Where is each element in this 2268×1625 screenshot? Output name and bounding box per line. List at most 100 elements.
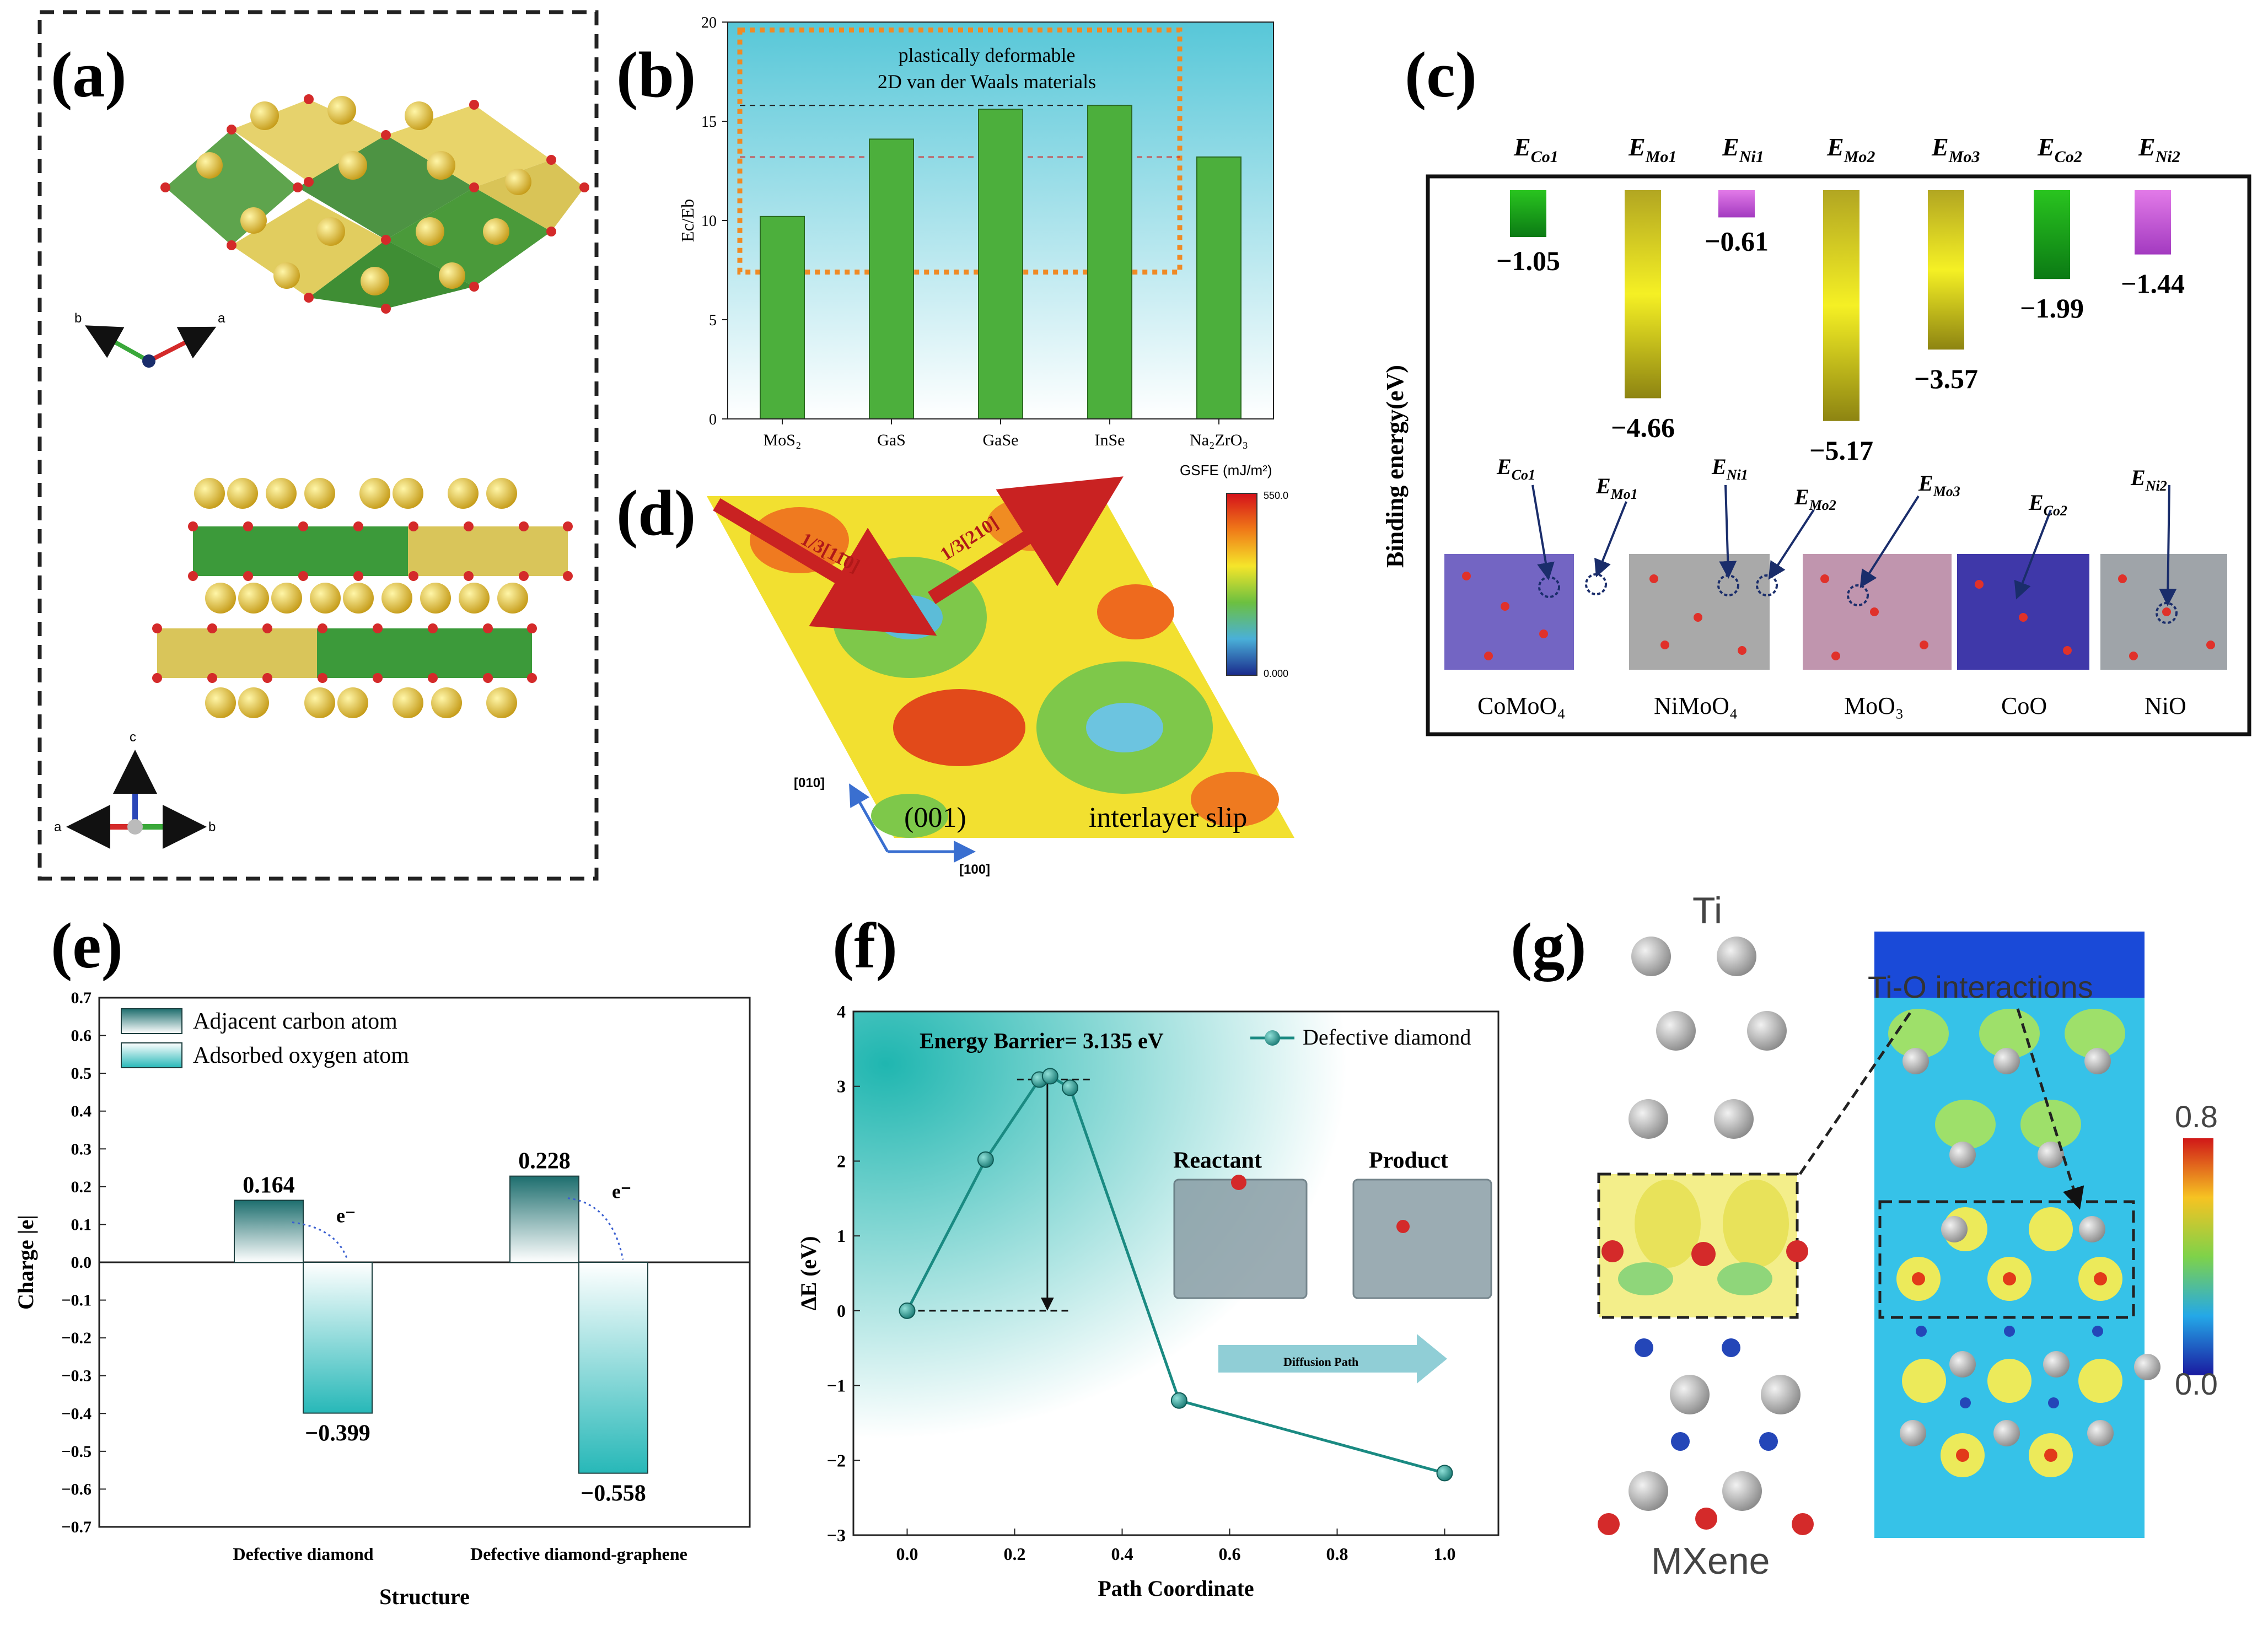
slip-arrow-1: [713, 498, 937, 636]
e-ytick-label: 0.2: [71, 1178, 92, 1196]
f-ytick-label: 2: [837, 1151, 846, 1171]
slip-arrow-2: [928, 476, 1124, 604]
f-ytick-label: −2: [827, 1450, 846, 1470]
c-category-label: ECo1: [1513, 133, 1558, 166]
panel-e-label: (e): [51, 910, 123, 982]
f-xtick-label: 0.6: [1219, 1544, 1241, 1564]
b-bar: [869, 138, 914, 419]
e-value-carbon: 0.228: [518, 1149, 571, 1174]
f-product-label: Product: [1369, 1148, 1448, 1173]
f-ytick-label: 3: [837, 1077, 846, 1096]
reactant-structure: [1173, 1175, 1308, 1299]
panel-f-label: (f): [832, 910, 897, 982]
b-annotation-line2: 2D van der Waals materials: [878, 71, 1096, 93]
b-xtick-label: MoS₂: [764, 431, 802, 449]
e-electron-label: e⁻: [336, 1205, 356, 1227]
chart-c-frame: [1426, 174, 2251, 736]
e-bar-oxygen: [303, 1262, 373, 1414]
f-point: [977, 1151, 994, 1168]
f-reactant-label: Reactant: [1173, 1148, 1262, 1173]
oxygen-top: [160, 94, 589, 314]
f-ylabel: ΔE (eV): [796, 1236, 821, 1310]
e-ytick-label: 0.3: [71, 1140, 92, 1158]
material-coo: CoO: [2001, 692, 2047, 719]
c-category-label: ENi1: [1722, 133, 1764, 166]
panel-d: (d) 1/3[11̄0] 1/3[210] (001) interlayer …: [616, 462, 1294, 877]
density-box-right: [1878, 1200, 2135, 1319]
c-bar: [1625, 190, 1661, 399]
crystal-bottom: [152, 478, 573, 718]
f-xtick-label: 1.0: [1434, 1544, 1456, 1564]
material-comoo4: CoMoO₄: [1477, 692, 1566, 719]
panel-g-label: (g): [1511, 910, 1587, 982]
b-ylabel: Ec/Eb: [678, 199, 697, 242]
c-category-label: ENi2: [2138, 133, 2180, 166]
f-ytick-label: 1: [837, 1226, 846, 1246]
e-electron-label: e⁻: [612, 1181, 631, 1203]
dir-100: [100]: [959, 862, 990, 877]
axes-top: b a: [74, 311, 225, 368]
b-xtick-label: Na₂ZrO₃: [1190, 431, 1248, 449]
c-value-label: −4.66: [1611, 412, 1675, 443]
c-value-label: −1.44: [2121, 268, 2185, 299]
material-nimoo4: NiMoO₄: [1654, 692, 1738, 719]
e-ylabel: Charge |e|: [13, 1215, 38, 1310]
axis-b-bottom: b: [208, 820, 216, 835]
f-annotation: Energy Barrier= 3.135 eV: [920, 1028, 1164, 1053]
c-category-label: EMo2: [1826, 133, 1875, 166]
b-ytick-label: 15: [701, 114, 717, 131]
axis-b-top: b: [74, 311, 82, 326]
f-point: [1041, 1068, 1058, 1085]
f-point: [899, 1302, 916, 1319]
c-value-label: −1.05: [1496, 245, 1560, 276]
b-ytick-label: 0: [709, 411, 717, 428]
panel-c-label: (c): [1405, 39, 1477, 111]
e-bar-carbon: [509, 1175, 579, 1263]
material-nio: NiO: [2145, 692, 2186, 719]
c-structure-label: ENi2: [2130, 465, 2167, 494]
ti-o-label: Ti-O interactions: [1868, 970, 2093, 1004]
axes-bottom: c a b: [54, 730, 216, 849]
ti-o-arrow-right: [2016, 1008, 2084, 1210]
e-legend-label-carbon: Adjacent carbon atom: [193, 1009, 397, 1034]
panel-g: (g) Ti MXene: [1511, 890, 2218, 1582]
c-value-label: −1.99: [2020, 293, 2084, 324]
e-ytick-label: 0.7: [71, 989, 92, 1007]
f-xtick-label: 0.0: [896, 1544, 918, 1564]
g-top-label: Ti: [1692, 890, 1722, 932]
panel-b: (b) 0 5 10 15 20 Ec/Eb MoS₂ GaS GaSe InSe Na₂ZrO₃ p…: [616, 14, 1274, 449]
f-ytick-label: 4: [837, 1002, 846, 1021]
e-ytick-label: 0.4: [71, 1102, 92, 1121]
c-category-label: ECo2: [2037, 133, 2082, 166]
c-bar: [1823, 190, 1859, 421]
e-ytick-label: −0.6: [61, 1480, 92, 1498]
e-ytick-label: −0.7: [61, 1518, 92, 1536]
panel-a-label: (a): [51, 39, 127, 111]
c-value-label: −3.57: [1914, 363, 1978, 394]
b-ytick-label: 5: [709, 312, 717, 329]
b-bar: [1196, 156, 1242, 419]
b-xtick-label: GaS: [877, 431, 906, 449]
e-bar-oxygen: [578, 1262, 648, 1474]
gsfe-legend-min: 0.000: [1264, 668, 1288, 679]
product-structure: [1352, 1179, 1492, 1299]
c-bar: [2135, 190, 2171, 255]
plane-label: (001): [904, 802, 966, 833]
f-ytick-label: 0: [837, 1301, 846, 1321]
structure-labels: ECo1 EMo1 ENi1 EMo2 EMo3 ECo2 ENi2: [1496, 454, 2167, 519]
e-ytick-label: −0.2: [61, 1329, 92, 1347]
c-structure-label: EMo2: [1794, 485, 1836, 513]
c-category-label: EMo3: [1931, 133, 1980, 166]
e-ytick-label: −0.3: [61, 1367, 92, 1385]
f-ytick-label: −1: [827, 1376, 846, 1396]
panel-a-frame: [37, 10, 599, 881]
e-ytick-label: 0.0: [71, 1253, 92, 1272]
f-legend-marker: [1265, 1030, 1280, 1046]
f-point: [1436, 1465, 1453, 1482]
dir-010-arrow: [849, 783, 889, 853]
c-bar: [1718, 190, 1755, 218]
panel-e: (e) −0.7 −0.6 −0.5 −0.4 −0.3 −0.2 −0.1 0.0 0.1 0.…: [13, 910, 751, 1609]
c-bar: [1510, 190, 1546, 238]
gsfe-legend-title: GSFE (mJ/m²): [1180, 462, 1272, 478]
chart-b: 0 5 10 15 20 Ec/Eb MoS₂ GaS GaSe InSe Na₂ZrO₃ plast…: [678, 14, 1248, 449]
